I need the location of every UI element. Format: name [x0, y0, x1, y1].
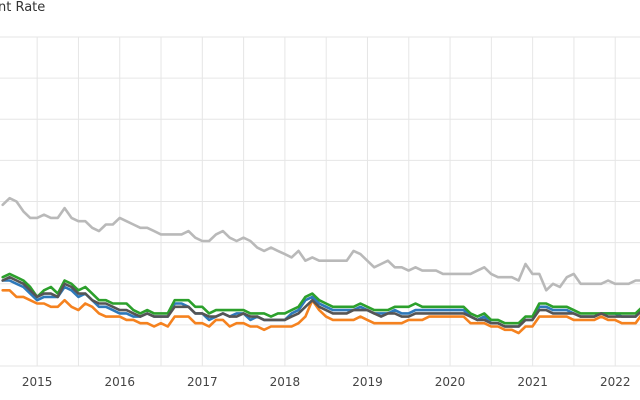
series-line-3	[1, 272, 640, 325]
x-tick-label: 2021	[517, 375, 548, 389]
x-tick-label: 2020	[435, 375, 466, 389]
x-axis-ticks: 2015 2016 2017 2018 2019 2020 2021 2022	[22, 375, 631, 389]
series-line-0	[1, 196, 640, 292]
series-line-1	[1, 288, 640, 335]
series-lines	[1, 196, 640, 335]
series-line-4	[1, 275, 640, 328]
x-tick-label: 2022	[600, 375, 631, 389]
x-tick-label: 2019	[352, 375, 383, 389]
x-tick-label: 2017	[187, 375, 218, 389]
chart-title: nt Rate	[0, 0, 46, 15]
x-tick-label: 2018	[270, 375, 301, 389]
x-tick-label: 2016	[104, 375, 135, 389]
x-tick-label: 2015	[22, 375, 53, 389]
